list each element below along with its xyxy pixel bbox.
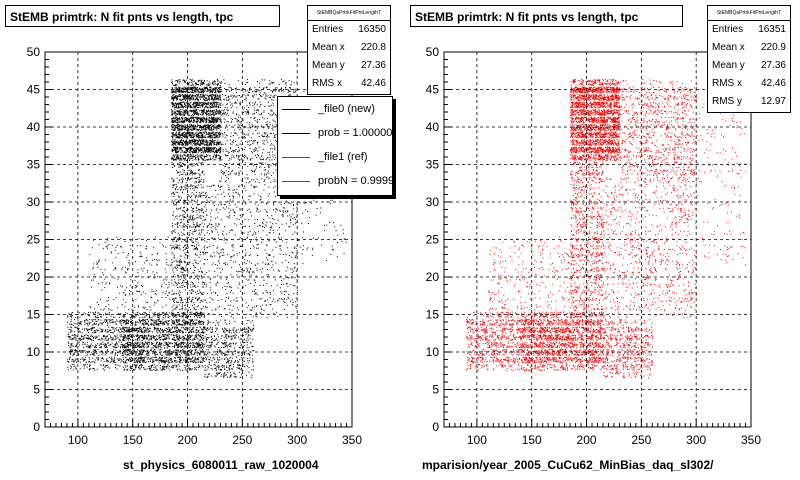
left-y-tick-label: 25 [27, 233, 41, 247]
left-x-tick-label: 300 [287, 433, 307, 447]
legend-box: _file0 (new) prob = 1.000000 _file1 (ref… [277, 96, 393, 196]
left-stats-row: Entries 16350 [308, 21, 390, 39]
left-y-tick-label: 50 [27, 45, 41, 59]
right-y-tick-label: 50 [426, 45, 440, 59]
right-stats-row: Entries 16351 [708, 21, 790, 39]
left-y-tick-label: 0 [33, 420, 40, 434]
legend-entry: probN = 0.999999 [278, 169, 392, 193]
left-x-axis-title: st_physics_6080011_raw_1020004 [123, 458, 319, 472]
legend-entry: prob = 1.000000 [278, 121, 392, 145]
right-stats-value: 16351 [758, 24, 786, 35]
legend-label: prob = 1.000000 [318, 127, 393, 139]
left-x-tick-label: 250 [232, 433, 252, 447]
right-stats-row: RMS y 12.97 [708, 93, 790, 111]
right-x-tick-label: 100 [467, 433, 487, 447]
left-x-tick-label: 200 [178, 433, 198, 447]
left-y-tick-label: 30 [27, 195, 41, 209]
legend-label: probN = 0.999999 [318, 175, 393, 187]
legend-swatch [282, 132, 310, 134]
right-y-tick-label: 40 [426, 120, 440, 134]
right-y-tick-label: 0 [432, 420, 439, 434]
left-stats-label: Entries [312, 24, 344, 35]
legend-swatch [282, 108, 310, 110]
legend-swatch [282, 180, 310, 182]
right-y-tick-label: 10 [426, 345, 440, 359]
left-y-tick-label: 45 [27, 83, 41, 97]
right-stats-row: RMS x 42.46 [708, 75, 790, 93]
left-x-tick-label: 100 [68, 433, 88, 447]
right-x-axis-title: mparision/year_2005_CuCu62_MinBias_daq_s… [422, 458, 714, 472]
right-stats-row: Mean y 27.36 [708, 57, 790, 75]
left-y-tick-label: 5 [33, 383, 40, 397]
right-y-tick-label: 45 [426, 83, 440, 97]
left-stats-label: Mean x [312, 42, 345, 53]
left-x-tick-label: 150 [123, 433, 143, 447]
right-y-tick-label: 30 [426, 195, 440, 209]
legend-label: _file0 (new) [318, 103, 375, 115]
right-x-tick-label: 200 [577, 433, 597, 447]
right-y-tick-label: 15 [426, 308, 440, 322]
right-y-tick-label: 5 [432, 383, 439, 397]
right-stats-label: RMS y [712, 96, 742, 107]
left-stats-value: 42.46 [360, 78, 386, 89]
left-stats-row: Mean y 27.36 [308, 57, 390, 75]
left-stats-label: RMS x [312, 78, 342, 89]
right-scatter-points [466, 79, 747, 379]
left-stats-label: Mean y [312, 60, 345, 71]
right-x-tick-label: 350 [741, 433, 761, 447]
legend-label: _file1 (ref) [318, 151, 368, 163]
left-stats-row: Mean x 220.8 [308, 39, 390, 57]
right-y-tick-label: 25 [426, 233, 440, 247]
left-stats-value: 16350 [358, 24, 386, 35]
left-stats-name: StEMBQaPrtrkFitPntLengthT [308, 6, 390, 21]
left-y-tick-label: 40 [27, 120, 41, 134]
legend-entry: _file0 (new) [278, 97, 392, 121]
left-y-tick-label: 20 [27, 270, 41, 284]
right-stats-value: 12.97 [760, 96, 786, 107]
right-stats-label: Entries [712, 24, 744, 35]
right-x-tick-label: 250 [631, 433, 651, 447]
left-stats-value: 220.8 [360, 42, 386, 53]
right-stats-name: StEMBQaPrtrkFitPntLengthT [708, 6, 790, 21]
legend-entry: _file1 (ref) [278, 145, 392, 169]
right-stats-label: Mean y [712, 60, 745, 71]
right-x-tick-label: 300 [686, 433, 706, 447]
right-stats-label: Mean x [712, 42, 745, 53]
left-chart-title: StEMB primtrk: N fit pnts vs length, tpc [5, 5, 280, 27]
right-y-tick-label: 35 [426, 158, 440, 172]
right-y-tick-label: 20 [426, 270, 440, 284]
right-chart-title: StEMB primtrk: N fit pnts vs length, tpc [410, 5, 683, 27]
left-stats-row: RMS x 42.46 [308, 75, 390, 93]
right-x-tick-label: 150 [522, 433, 542, 447]
right-stats-value: 42.46 [760, 78, 786, 89]
left-y-tick-label: 35 [27, 158, 41, 172]
right-stats-value: 27.36 [760, 60, 786, 71]
left-stats-value: 27.36 [360, 60, 386, 71]
right-stats-row: Mean x 220.9 [708, 39, 790, 57]
right-stats-label: RMS x [712, 78, 742, 89]
left-stats-box: StEMBQaPrtrkFitPntLengthT Entries 16350 … [307, 5, 391, 95]
right-stats-box: StEMBQaPrtrkFitPntLengthT Entries 16351 … [707, 5, 791, 113]
left-x-tick-label: 350 [342, 433, 362, 447]
left-y-tick-label: 15 [27, 308, 41, 322]
legend-swatch [282, 156, 310, 158]
right-stats-value: 220.9 [760, 42, 786, 53]
left-y-tick-label: 10 [27, 345, 41, 359]
